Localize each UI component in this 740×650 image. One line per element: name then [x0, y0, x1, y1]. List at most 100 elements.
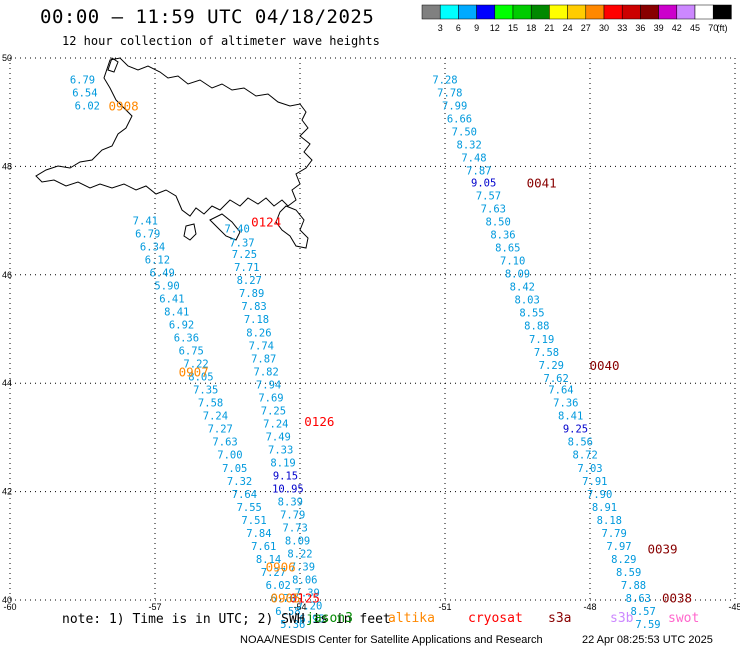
legend-tick-label: 27	[581, 23, 591, 33]
color-legend: 3 6 9 12 15 18 21 24 27 30 33 36 39 42 45 70(ft)	[421, 4, 732, 33]
wave-height-value: 7.05	[222, 463, 247, 475]
wave-height-value: 8.41	[164, 307, 189, 319]
legend-swatch	[476, 4, 496, 20]
wave-height-value: 7.25	[261, 405, 286, 417]
wave-height-value: 7.57	[476, 191, 501, 203]
satellite-name-jason3: jason3	[306, 611, 353, 626]
wave-height-value: 8.91	[592, 502, 617, 514]
wave-height-value: 6.79	[135, 229, 160, 241]
legend-swatch	[603, 4, 623, 20]
lon-tick-label: -60	[3, 602, 16, 612]
wave-height-value: 7.87	[251, 353, 276, 365]
wave-height-value: 7.97	[606, 541, 631, 553]
wave-height-value: 6.34	[140, 242, 165, 254]
legend-swatch	[421, 4, 441, 20]
map-title: 00:00 – 11:59 UTC 04/18/2025	[40, 6, 375, 28]
pass-time-label: 0905	[270, 590, 300, 605]
wave-height-value: 7.28	[432, 75, 457, 87]
wave-height-value: 7.61	[251, 541, 276, 553]
legend-tick-label: 36	[635, 23, 645, 33]
altimeter-tracks: 6.796.546.027.287.787.996.667.508.327.48…	[70, 75, 661, 631]
pass-time-labels: 0908 0041 0124 0040 0907 0126 0906 0039 0038 0125…	[109, 99, 693, 606]
lat-tick-label: 44	[2, 378, 12, 388]
legend-tick-label: 6	[456, 23, 461, 33]
legend-swatch	[494, 4, 514, 20]
wave-height-value: 8.32	[457, 140, 482, 152]
wave-height-value: 7.94	[256, 379, 281, 391]
wave-height-value: 7.41	[133, 216, 158, 228]
legend-tick-label: 33	[617, 23, 627, 33]
wave-height-value: 6.12	[145, 255, 170, 267]
pass-time-label: 0126	[304, 414, 334, 429]
wave-height-value: 7.59	[635, 619, 660, 631]
legend-tick-label: 12	[490, 23, 500, 33]
satellite-name-cryosat: cryosat	[468, 611, 523, 626]
lat-tick-label: 48	[2, 161, 12, 171]
legend-tick-label: 45	[690, 23, 700, 33]
wave-height-value: 8.65	[495, 243, 520, 255]
wave-height-value: 7.39	[295, 587, 320, 599]
wave-height-value: 7.64	[232, 489, 257, 501]
legend-swatch	[530, 4, 550, 20]
legend-swatch	[694, 4, 714, 20]
wave-height-value: 9.15	[273, 470, 298, 482]
legend-swatch	[712, 4, 732, 20]
wave-height-value: 6.02	[75, 101, 100, 113]
pass-time-label: 0038	[662, 590, 692, 605]
legend-tick-label: 18	[526, 23, 536, 33]
footer-generated-date: 22 Apr 08:25:53 UTC 2025	[582, 634, 713, 646]
wave-height-value: 8.41	[558, 411, 583, 423]
wave-height-value: 7.32	[227, 476, 252, 488]
wave-height-value: 7.84	[246, 528, 271, 540]
wave-height-value: 8.14	[256, 554, 281, 566]
wave-height-value: 8.39	[278, 496, 303, 508]
wave-height-value: 6.75	[179, 346, 204, 358]
legend-swatch	[658, 4, 678, 20]
legend-tick-label: 70	[708, 23, 718, 33]
legend-tick-label: 15	[508, 23, 518, 33]
wave-height-value: 7.48	[461, 153, 486, 165]
newfoundland-coastline	[35, 57, 313, 217]
wave-height-value: 5.90	[154, 281, 179, 293]
wave-height-value: 8.50	[486, 217, 511, 229]
island-fragment	[183, 223, 197, 241]
avalon-peninsula	[275, 205, 309, 249]
wave-height-value: 7.71	[234, 262, 259, 274]
wave-height-value: 8.05	[188, 372, 213, 384]
wave-height-value: 7.63	[212, 437, 237, 449]
wave-height-value: 9.05	[471, 178, 496, 190]
legend-tick-label: 42	[672, 23, 682, 33]
wave-height-value: 6.02	[266, 580, 291, 592]
wave-height-value: 7.58	[198, 398, 223, 410]
wave-height-value: 7.88	[621, 580, 646, 592]
wave-height-value: 7.03	[577, 463, 602, 475]
wave-height-value: 7.99	[442, 101, 467, 113]
pass-time-label: 0039	[647, 542, 677, 557]
wave-height-value: 8.06	[292, 574, 317, 586]
wave-height-value: 7.83	[241, 301, 266, 313]
wave-height-value: 6.36	[174, 333, 199, 345]
wave-height-value: 7.27	[261, 567, 286, 579]
pass-time-label: 0907	[179, 364, 209, 379]
wave-height-value: 7.69	[258, 392, 283, 404]
legend-unit-label: (ft)	[717, 23, 728, 33]
wave-height-value: 7.18	[244, 314, 269, 326]
wave-height-value: 8.42	[510, 282, 535, 294]
wave-height-value: 7.24	[203, 411, 228, 423]
wave-height-value: 7.40	[225, 224, 250, 236]
wave-height-value: 7.19	[529, 334, 554, 346]
legend-tick-label: 39	[654, 23, 664, 33]
wave-height-value: 7.37	[229, 237, 254, 249]
labrador-fragment	[107, 57, 119, 73]
lat-lon-grid: -60 -57 -54 -51 -48 -45 40 42 44 46 48 50	[2, 53, 740, 612]
wave-height-value: 7.63	[481, 204, 506, 216]
wave-height-value: 10.95	[272, 483, 304, 495]
wave-height-value: 6.54	[72, 88, 97, 100]
wave-height-value: 8.36	[490, 230, 515, 242]
wave-height-value: 6.66	[447, 114, 472, 126]
wave-height-value: 7.00	[217, 450, 242, 462]
pass-time-label: 0041	[527, 176, 557, 191]
wave-height-value: 7.79	[280, 509, 305, 521]
wave-height-value: 8.55	[519, 308, 544, 320]
